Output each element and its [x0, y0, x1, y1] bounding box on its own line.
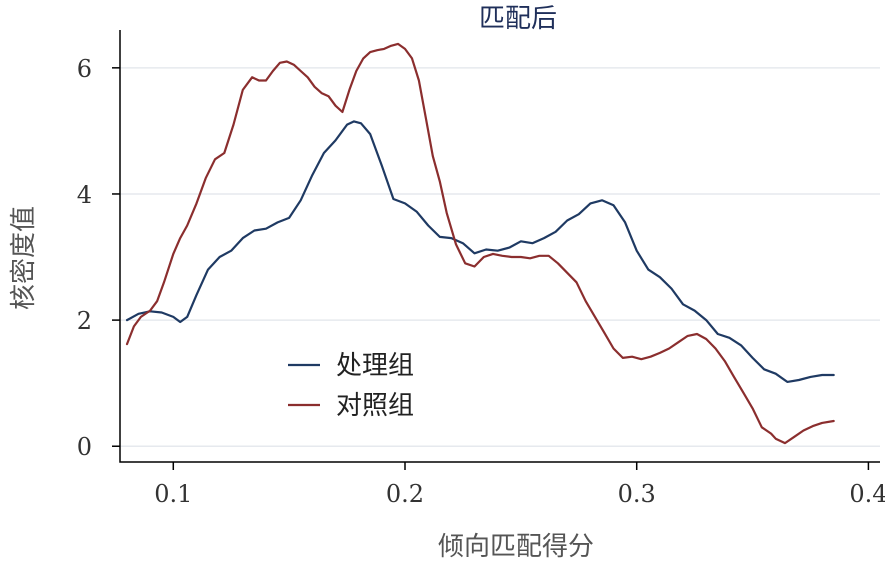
- chart-title: 匹配后: [479, 4, 557, 34]
- x-axis-title: 倾向匹配得分: [438, 532, 594, 562]
- x-tick-label: 0.4: [849, 480, 885, 508]
- y-axis-ticks: 0 2 4 6: [77, 55, 120, 461]
- series-line-control: [125, 42, 835, 445]
- axis-frame: [119, 30, 880, 463]
- x-tick-label: 0.3: [618, 480, 656, 508]
- y-tick-label: 4: [77, 181, 92, 209]
- series-lines: [125, 42, 835, 445]
- series-line-treatment: [125, 120, 835, 383]
- y-tick-label: 0: [77, 433, 92, 461]
- y-tick-label: 6: [77, 55, 92, 83]
- y-axis-title: 核密度值: [9, 206, 39, 310]
- x-axis-ticks: 0.1 0.2 0.3 0.4: [154, 462, 885, 508]
- x-tick-label: 0.1: [154, 480, 192, 508]
- x-tick-label: 0.2: [386, 480, 424, 508]
- grid-lines: [120, 67, 880, 447]
- legend-label-control: 对照组: [336, 391, 414, 421]
- y-tick-label: 2: [77, 307, 92, 335]
- legend-label-treatment: 处理组: [336, 351, 414, 381]
- legend: 处理组 对照组: [288, 351, 414, 421]
